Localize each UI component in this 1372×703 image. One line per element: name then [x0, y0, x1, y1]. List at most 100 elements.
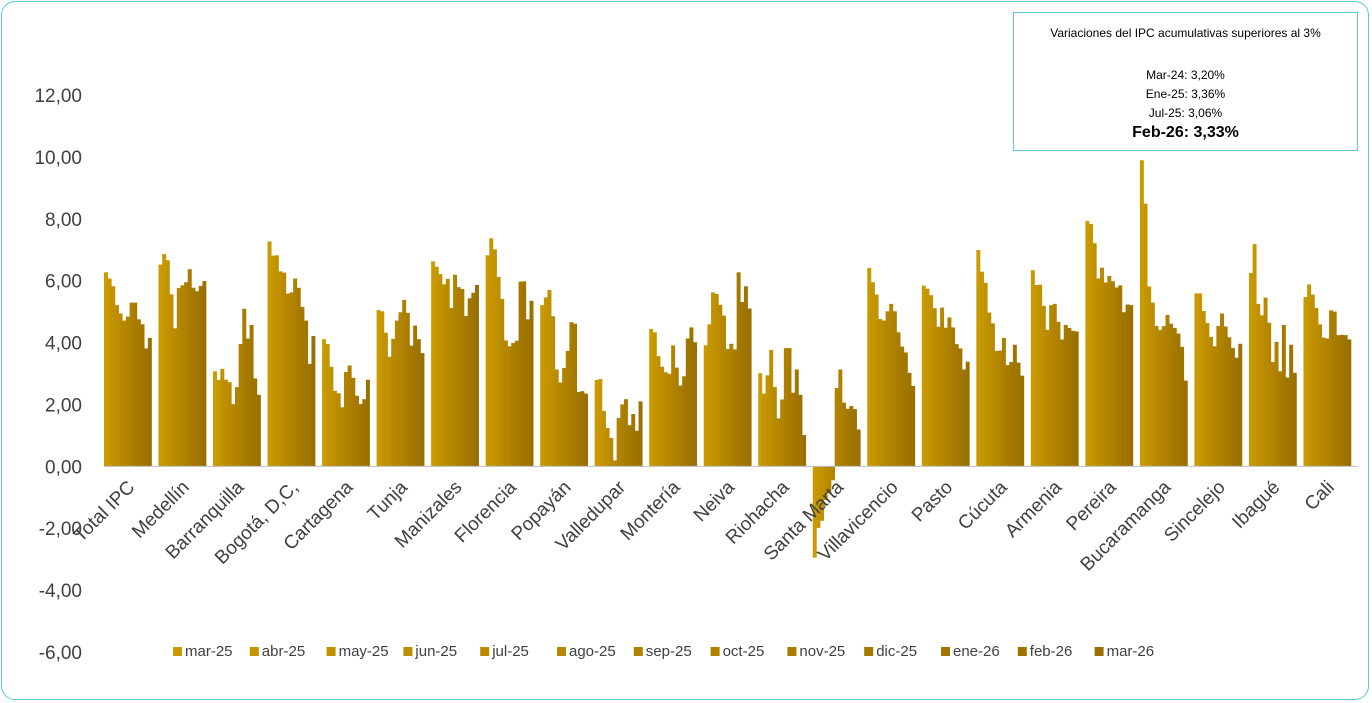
bar — [1216, 325, 1221, 467]
bar — [1205, 323, 1210, 467]
bar — [831, 466, 836, 481]
bar — [881, 320, 886, 467]
bar — [413, 325, 418, 467]
bar — [660, 366, 665, 467]
bar — [551, 316, 556, 467]
bar — [1252, 244, 1257, 467]
bar — [565, 350, 570, 467]
bar — [780, 399, 785, 467]
bar — [344, 371, 348, 467]
bar — [580, 391, 585, 467]
bar — [772, 387, 777, 467]
bar — [954, 344, 959, 467]
bar — [445, 278, 450, 467]
bar — [104, 272, 108, 467]
x-tick-label: Armenia — [1001, 477, 1066, 542]
bar — [475, 285, 479, 467]
bar — [1289, 344, 1294, 467]
bar — [573, 323, 578, 467]
bar — [336, 393, 341, 467]
legend-swatch — [1094, 647, 1104, 656]
bar — [612, 460, 617, 467]
bar — [1263, 297, 1268, 467]
annotation-highlight: Feb-26: 3,33% — [1132, 124, 1239, 141]
bar — [340, 407, 345, 467]
bar — [627, 425, 632, 467]
bar — [1147, 286, 1152, 467]
bar — [965, 361, 970, 467]
bar — [769, 349, 774, 467]
y-tick-label: -2,00 — [39, 519, 82, 540]
bar — [438, 274, 443, 467]
bar — [736, 272, 741, 467]
bar — [322, 339, 327, 467]
bar — [569, 322, 574, 467]
bar — [394, 320, 399, 467]
bar — [387, 356, 392, 467]
bar — [253, 378, 258, 467]
bar — [278, 271, 283, 467]
y-tick-label: -4,00 — [39, 581, 82, 602]
bar — [376, 310, 381, 467]
bar — [732, 349, 737, 467]
bar — [605, 427, 610, 467]
bar — [1158, 329, 1163, 467]
bar — [878, 319, 883, 467]
bar — [1325, 338, 1330, 467]
bar — [1165, 315, 1170, 467]
bar — [1121, 312, 1126, 467]
bar — [558, 382, 563, 467]
bar — [198, 285, 203, 467]
bar — [1143, 203, 1148, 467]
bar — [584, 393, 588, 467]
legend-label: dic-25 — [876, 643, 917, 660]
legend-swatch — [710, 647, 720, 656]
bar — [111, 286, 116, 467]
bar — [990, 323, 995, 467]
bar — [107, 278, 112, 467]
bar — [943, 327, 948, 467]
bar — [1110, 281, 1115, 467]
bar — [747, 308, 752, 467]
bar — [231, 404, 236, 467]
bar — [703, 345, 708, 467]
bar — [307, 363, 312, 467]
bar — [798, 394, 803, 467]
bar — [820, 466, 825, 521]
bar — [1067, 328, 1072, 467]
bar — [867, 267, 872, 467]
bar — [293, 278, 298, 467]
bar — [834, 388, 839, 467]
bars — [104, 160, 1352, 558]
bar — [925, 288, 930, 467]
bar — [1052, 303, 1057, 467]
bar — [1074, 331, 1079, 467]
bar — [140, 324, 145, 467]
bar — [631, 414, 636, 467]
y-tick-label: 4,00 — [45, 334, 82, 355]
legend-label: abr-25 — [262, 643, 305, 660]
bar — [1020, 375, 1025, 467]
bar — [547, 289, 552, 467]
bar — [289, 292, 294, 467]
bar — [1347, 339, 1352, 467]
bar — [827, 466, 832, 494]
bar — [202, 280, 207, 467]
legend-label: jun-25 — [414, 643, 457, 660]
bar — [1096, 278, 1101, 467]
legend-swatch — [326, 647, 336, 656]
bar — [1056, 321, 1061, 467]
y-tick-label: 6,00 — [45, 272, 82, 293]
bar — [129, 302, 134, 467]
bar — [354, 395, 359, 467]
bar — [409, 345, 414, 467]
bar — [682, 376, 687, 467]
bar — [1274, 341, 1279, 467]
annotation-line: Ene-25: 3,36% — [1145, 87, 1226, 101]
bar — [1256, 303, 1261, 467]
bar — [511, 342, 516, 467]
bar — [125, 316, 130, 467]
bar — [220, 368, 225, 467]
bar — [514, 340, 519, 467]
bar — [1332, 311, 1337, 467]
